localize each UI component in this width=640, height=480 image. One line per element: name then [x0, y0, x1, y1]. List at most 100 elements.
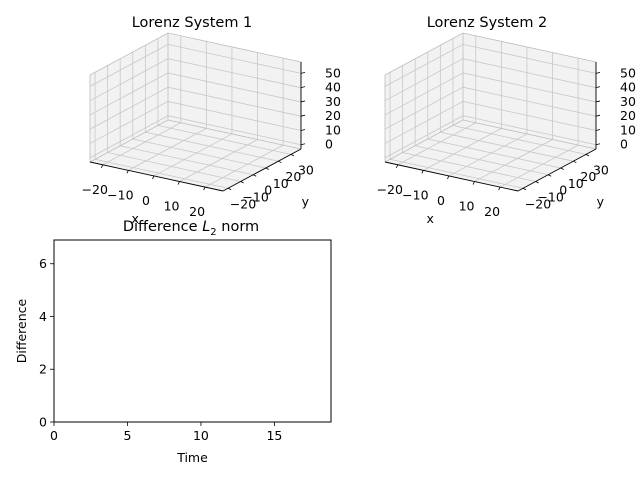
difference-title-suffix: norm	[217, 219, 260, 235]
y-tick-mark	[290, 154, 295, 157]
x-tick-label: 20	[484, 204, 500, 219]
z-tick-label: 0	[620, 137, 628, 152]
z-tick-label: 20	[325, 108, 341, 123]
y-tick-mark	[240, 181, 244, 184]
z-tick-mark	[300, 143, 306, 146]
x-axis-label: x	[132, 211, 139, 226]
z-tick-label: 30	[325, 94, 341, 109]
pane-edge	[384, 32, 597, 76]
x-tick-mark	[126, 170, 129, 174]
z-tick-label: 30	[620, 94, 636, 109]
pane-edge	[462, 119, 597, 150]
x-tick-mark	[447, 175, 450, 180]
x-tick-label: −20	[377, 182, 403, 197]
z-tick-mark	[595, 143, 601, 146]
difference-tick-label: 2	[39, 362, 47, 377]
time-tick-label: 15	[266, 428, 282, 443]
lorenz-system-2-title: Lorenz System 2	[427, 15, 548, 31]
y-tick-label: 0	[264, 183, 272, 198]
x-tick-label: −10	[402, 187, 428, 202]
x-grid-line	[153, 133, 233, 177]
y-tick-label: −20	[230, 196, 256, 211]
time-tick-label: 5	[123, 428, 131, 443]
x-tick-mark	[472, 181, 475, 185]
z-tick-label: 20	[620, 108, 636, 123]
y-grid-line	[415, 145, 549, 176]
back-pane	[168, 33, 301, 149]
pane-edge	[167, 119, 302, 150]
y-grid-line	[94, 158, 229, 189]
x-tick-label: 0	[437, 193, 445, 208]
x-tick-mark	[395, 164, 399, 168]
left-pane	[90, 33, 168, 162]
y-tick-mark	[227, 187, 232, 191]
x-tick-label: 0	[142, 193, 150, 208]
time-tick-label: 10	[193, 428, 209, 443]
z-tick-mark	[300, 72, 306, 74]
z-tick-mark	[300, 114, 306, 117]
x-grid-line	[474, 139, 553, 182]
y-tick-mark	[585, 154, 590, 157]
x-grid-line	[179, 139, 258, 182]
time-axis-label: Time	[176, 450, 208, 465]
z-tick-mark	[595, 114, 601, 117]
y-tick-label: 30	[298, 162, 314, 177]
z-tick-mark	[595, 72, 601, 74]
y-grid-line	[427, 138, 561, 169]
y-grid-line	[440, 131, 574, 162]
x-tick-label: −10	[107, 187, 133, 202]
difference-title-subscript: 2	[210, 227, 216, 238]
x-tick-label: 10	[459, 199, 475, 214]
y-grid-line	[452, 125, 587, 155]
y-tick-label: 10	[273, 176, 289, 191]
difference-axes: 0 5 10 15 0 2 4 6 Time Difference	[14, 239, 332, 465]
z-tick-label: 10	[325, 122, 341, 137]
y-axis-line	[517, 148, 597, 192]
x-axis-line	[384, 161, 519, 192]
x-grid-line	[423, 128, 502, 171]
z-tick-label: 0	[325, 137, 333, 152]
z-tick-label: 40	[325, 80, 341, 95]
x-axis-label: x	[427, 211, 434, 226]
difference-title-prefix: Difference	[123, 219, 202, 235]
y-tick-mark	[573, 160, 577, 164]
x-grid-line	[102, 122, 181, 166]
difference-axis-label: Difference	[14, 298, 29, 363]
z-tick-mark	[300, 100, 306, 103]
difference-title-math: L	[202, 219, 210, 235]
y-tick-mark	[560, 167, 564, 170]
y-grid-line	[157, 125, 292, 155]
difference-tick-label: 4	[39, 309, 47, 324]
x-grid-line	[204, 144, 284, 188]
x-grid-line	[499, 144, 579, 188]
y-axis-line	[222, 148, 302, 192]
x-grid-line	[448, 133, 528, 177]
y-axis-label: y	[302, 194, 310, 209]
y-tick-mark	[265, 167, 269, 170]
y-grid-line	[120, 145, 254, 176]
y-tick-label: 20	[285, 169, 301, 184]
x-axis-line	[89, 161, 224, 192]
difference-tick-label: 6	[39, 256, 47, 271]
z-tick-mark	[300, 86, 306, 89]
z-tick-label: 50	[620, 65, 636, 80]
x-tick-mark	[152, 175, 155, 180]
y-grid-line	[389, 158, 524, 189]
x-tick-label: 10	[164, 199, 180, 214]
z-tick-mark	[300, 129, 306, 131]
x-grid-line	[397, 122, 476, 166]
pane-edge	[384, 119, 464, 163]
difference-title: Difference L2 norm	[123, 219, 259, 238]
z-tick-mark	[595, 100, 601, 103]
pane-edge	[89, 119, 169, 163]
y-tick-mark	[278, 160, 282, 164]
y-tick-mark	[253, 174, 257, 177]
y-tick-label: −10	[242, 190, 268, 205]
y-tick-label: −10	[537, 190, 563, 205]
y-tick-label: −20	[525, 196, 551, 211]
y-tick-label: 0	[559, 183, 567, 198]
y-tick-mark	[548, 174, 552, 177]
